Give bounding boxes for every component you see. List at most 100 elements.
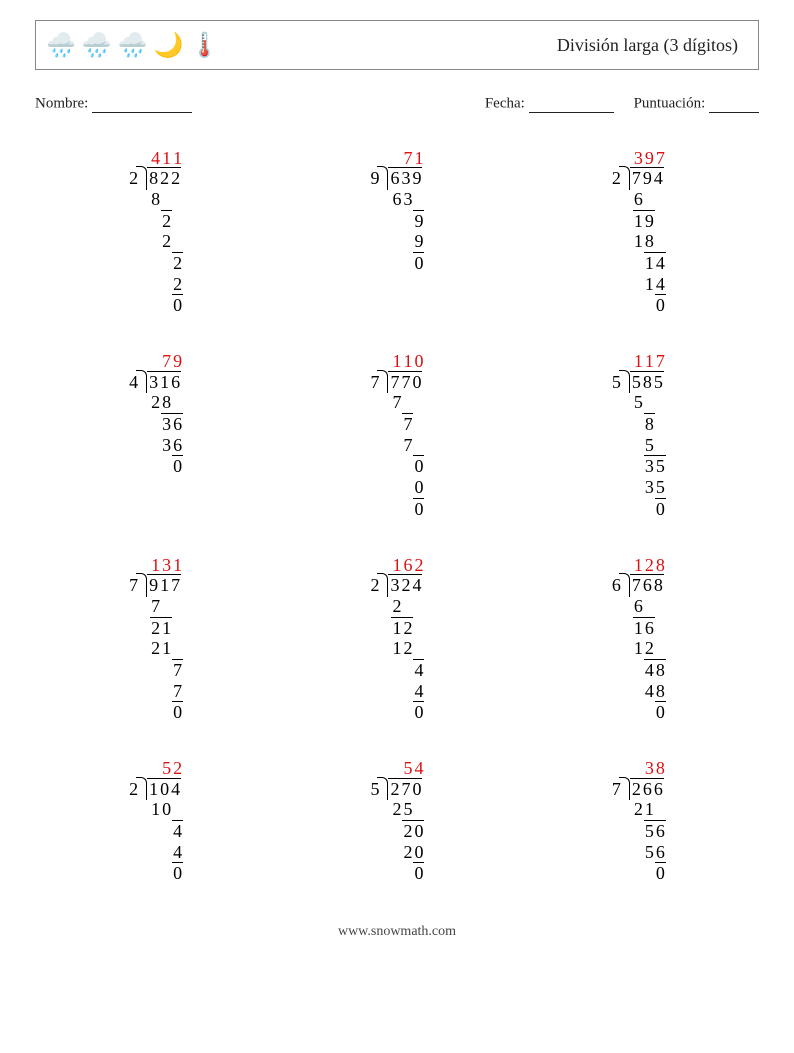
division-bracket: [382, 575, 388, 596]
quotient-row: 117: [611, 351, 666, 372]
work-step: 2: [128, 252, 183, 274]
work-step: 35: [611, 477, 666, 498]
work-step: 4: [128, 842, 183, 863]
work-step: 12: [611, 638, 666, 659]
quotient-row: 110: [369, 351, 424, 372]
work-step: 0: [369, 701, 424, 723]
work-step: 7: [128, 681, 183, 702]
work-step: 0: [128, 862, 183, 884]
work-step: 4: [128, 820, 183, 842]
divisor-dividend-row: 9639: [369, 168, 424, 189]
weather-icon: 🌧️: [46, 31, 76, 60]
division-bracket: [141, 168, 147, 189]
score-blank: [709, 95, 759, 113]
header-decoration: 🌧️ 🌧️ 🌧️ 🌙 🌡️: [46, 31, 219, 60]
work-step: 0: [611, 294, 666, 316]
work-step: 4: [369, 681, 424, 702]
score-label: Puntuación:: [634, 96, 706, 112]
header-bar: 🌧️ 🌧️ 🌧️ 🌙 🌡️ División larga (3 dígitos): [35, 20, 759, 70]
page-title: División larga (3 dígitos): [557, 35, 738, 56]
thermometer-icon: 🌡️: [190, 31, 220, 60]
dividend: 639: [388, 167, 422, 189]
long-division-problem: 1286768 6 16 12 48 48 0: [518, 555, 759, 724]
long-division-problem: 1107770 7 7 7 0 0 0: [276, 351, 517, 520]
quotient-row: 128: [611, 555, 666, 576]
work-step: 14: [611, 252, 666, 274]
quotient-row: 131: [128, 555, 183, 576]
weather-icon: 🌙: [154, 31, 184, 60]
work-step: 10: [128, 799, 183, 820]
divisor-dividend-row: 2794: [611, 168, 666, 189]
date-blank: [529, 95, 614, 113]
work-step: 7: [128, 659, 183, 681]
long-division-problem: 1622324 2 12 12 4 4 0: [276, 555, 517, 724]
division-bracket: [382, 168, 388, 189]
quotient-row: 162: [369, 555, 424, 576]
divisor-dividend-row: 4316: [128, 372, 183, 393]
long-division-problem: 545270 25 20 20 0: [276, 758, 517, 884]
work-step: 0: [611, 498, 666, 520]
quotient-row: 411: [128, 148, 183, 169]
long-division-problem: 794316 28 36 36 0: [35, 351, 276, 520]
work-step: 9: [369, 231, 424, 252]
footer-url: www.snowmath.com: [35, 924, 759, 940]
work-step: 6: [611, 596, 666, 617]
score-field: Puntuación:: [634, 95, 759, 113]
work-step: 0: [369, 477, 424, 498]
work-step: 14: [611, 274, 666, 295]
work-step: 48: [611, 659, 666, 681]
dividend: 822: [147, 167, 181, 189]
work-step: 4: [369, 659, 424, 681]
problems-grid: 4112822 8 2 2 2 2 0 719639 63 9 9 0 3972…: [35, 148, 759, 885]
work-step: 12: [369, 617, 424, 639]
division-bracket: [141, 575, 147, 596]
work-step: 5: [611, 392, 666, 413]
divisor-dividend-row: 7770: [369, 372, 424, 393]
work-step: 7: [369, 435, 424, 456]
divisor-dividend-row: 7266: [611, 779, 666, 800]
work-step: 0: [369, 498, 424, 520]
division-bracket: [382, 372, 388, 393]
info-row: Nombre: Fecha: Puntuación:: [35, 95, 759, 113]
work-step: 19: [611, 210, 666, 232]
work-step: 8: [611, 413, 666, 435]
dividend: 316: [147, 371, 181, 393]
quotient-row: 38: [611, 758, 666, 779]
work-step: 48: [611, 681, 666, 702]
name-field: Nombre:: [35, 95, 192, 113]
divisor-dividend-row: 5585: [611, 372, 666, 393]
work-step: 5: [611, 435, 666, 456]
work-step: 2: [128, 274, 183, 295]
dividend: 794: [630, 167, 664, 189]
long-division-problem: 3972794 6 19 18 14 14 0: [518, 148, 759, 317]
long-division-problem: 522104 10 4 4 0: [35, 758, 276, 884]
work-step: 16: [611, 617, 666, 639]
division-bracket: [624, 575, 630, 596]
work-step: 21: [611, 799, 666, 820]
dividend: 104: [147, 778, 181, 800]
work-step: 63: [369, 189, 424, 210]
division-bracket: [141, 779, 147, 800]
work-step: 0: [128, 701, 183, 723]
work-step: 36: [128, 435, 183, 456]
work-step: 7: [369, 413, 424, 435]
work-step: 25: [369, 799, 424, 820]
quotient-row: 79: [128, 351, 183, 372]
work-step: 12: [369, 638, 424, 659]
work-step: 0: [611, 862, 666, 884]
division-bracket: [624, 372, 630, 393]
long-division-problem: 1317917 7 21 21 7 7 0: [35, 555, 276, 724]
work-step: 8: [128, 189, 183, 210]
divisor-dividend-row: 6768: [611, 575, 666, 596]
divisor-dividend-row: 2104: [128, 779, 183, 800]
work-step: 56: [611, 820, 666, 842]
long-division-problem: 387266 21 56 56 0: [518, 758, 759, 884]
long-division-problem: 4112822 8 2 2 2 2 0: [35, 148, 276, 317]
work-step: 7: [128, 596, 183, 617]
divisor-dividend-row: 2324: [369, 575, 424, 596]
work-step: 18: [611, 231, 666, 252]
work-step: 0: [611, 701, 666, 723]
dividend: 324: [388, 574, 422, 596]
quotient-row: 397: [611, 148, 666, 169]
work-step: 0: [369, 252, 424, 274]
